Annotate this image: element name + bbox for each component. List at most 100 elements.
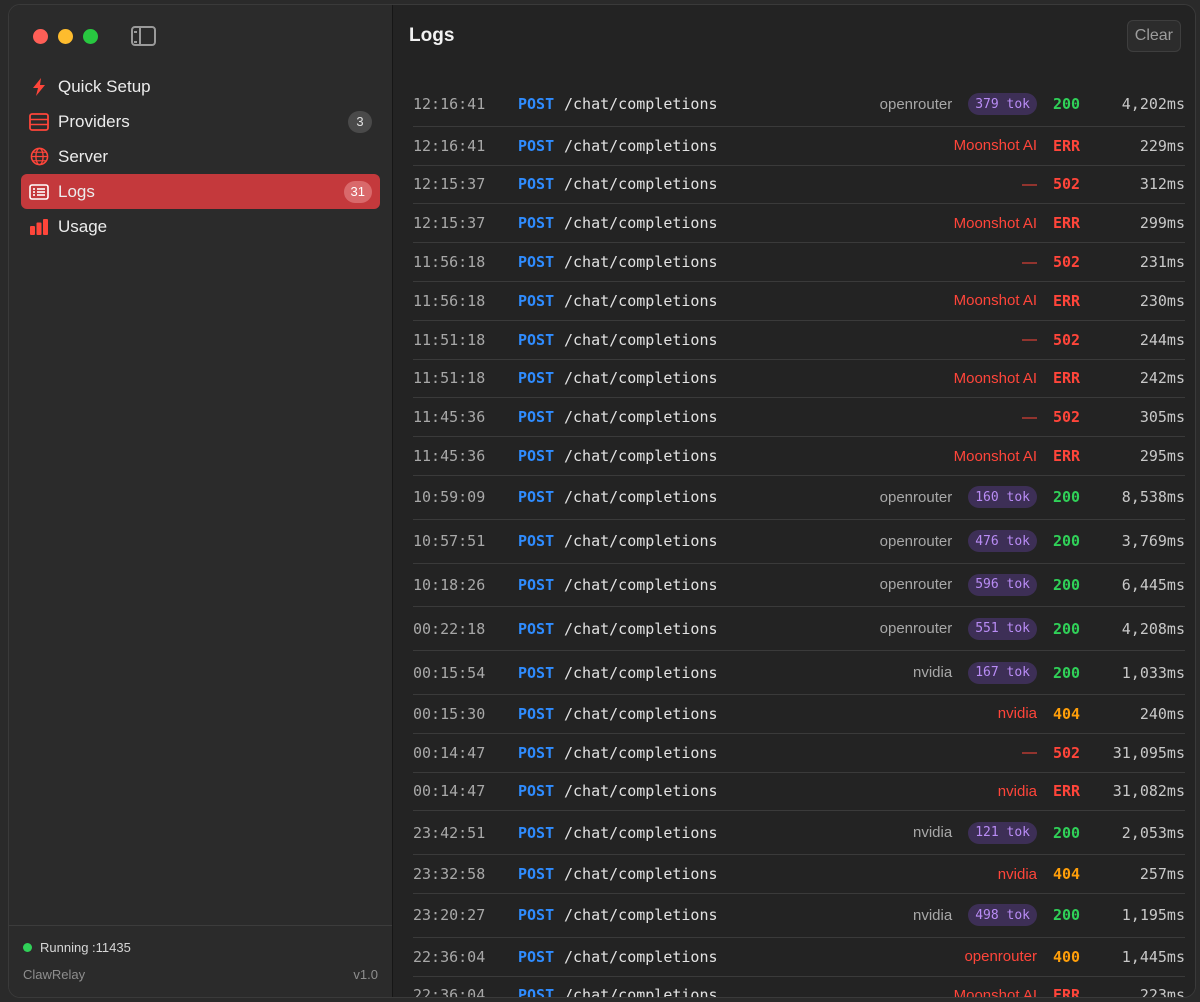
log-path: /chat/completions [564,95,718,114]
log-method: POST [518,782,555,801]
log-duration: 31,095ms [1112,743,1185,762]
log-time: 12:16:41 [413,136,486,155]
token-badge: 160 tok [968,486,1037,509]
log-list[interactable]: 12:16:41 POST/chat/completions openrouter 3… [413,83,1185,998]
log-method: POST [518,175,555,194]
log-status: 502 [1053,175,1081,194]
log-provider: Moonshot AI [953,447,1037,465]
log-status: ERR [1053,214,1081,233]
log-status: 200 [1053,488,1081,507]
log-row[interactable]: 11:56:18 POST/chat/completions — 502 231ms [413,243,1185,282]
log-time: 00:15:54 [413,663,486,682]
log-row[interactable]: 11:51:18 POST/chat/completions — 502 244ms [413,321,1185,360]
log-status: 502 [1053,408,1081,427]
log-provider: — [1022,744,1037,762]
log-path: /chat/completions [564,447,718,466]
log-row[interactable]: 10:57:51 POST/chat/completions openrouter 4… [413,520,1185,564]
log-provider: — [1022,331,1037,349]
log-provider: nvidia [997,782,1037,800]
log-row[interactable]: 00:14:47 POST/chat/completions — 502 31,095m… [413,734,1185,773]
sidebar-toggle-icon[interactable] [131,26,156,46]
log-path: /chat/completions [564,704,718,723]
log-status: 502 [1053,330,1081,349]
log-time: 11:45:36 [413,447,486,466]
log-duration: 305ms [1139,408,1185,427]
log-row[interactable]: 23:32:58 POST/chat/completions nvidia 404 25… [413,855,1185,894]
log-provider: openrouter [879,95,953,113]
log-row[interactable]: 22:36:04 POST/chat/completions Moonshot AI… [413,977,1185,998]
log-status: 404 [1053,704,1081,723]
log-status: 400 [1053,947,1081,966]
log-time: 00:22:18 [413,619,486,638]
server-stack-icon [29,112,49,132]
log-duration: 229ms [1139,136,1185,155]
log-path: /chat/completions [564,408,718,427]
providers-count-badge: 3 [348,110,372,133]
log-time: 12:15:37 [413,214,486,233]
sidebar-item-usage[interactable]: Usage [21,209,380,244]
log-row[interactable]: 22:36:04 POST/chat/completions openrouter 4… [413,938,1185,977]
log-row[interactable]: 12:16:41 POST/chat/completions Moonshot AI… [413,127,1185,166]
log-provider: nvidia [997,705,1037,723]
close-window-button[interactable] [33,29,48,44]
log-row[interactable]: 23:42:51 POST/chat/completions nvidia 121 t… [413,811,1185,856]
minimize-window-button[interactable] [58,29,73,44]
log-row[interactable]: 00:14:47 POST/chat/completions nvidia ERR 31… [413,773,1185,812]
log-time: 23:42:51 [413,823,486,842]
log-time: 00:14:47 [413,743,486,762]
log-method: POST [518,575,555,594]
log-row[interactable]: 10:18:26 POST/chat/completions openrouter 5… [413,564,1185,608]
log-row[interactable]: 12:15:37 POST/chat/completions — 502 312ms [413,166,1185,205]
log-status: 200 [1053,663,1081,682]
log-provider: openrouter [879,620,953,638]
log-row[interactable]: 23:20:27 POST/chat/completions nvidia 498 t… [413,894,1185,938]
sidebar-item-label: Usage [58,216,108,236]
log-time: 12:15:37 [413,175,486,194]
app-name: ClawRelay [23,967,86,982]
log-method: POST [518,488,555,507]
log-provider: Moonshot AI [953,292,1037,310]
log-duration: 257ms [1139,865,1185,884]
log-method: POST [518,704,555,723]
log-status: ERR [1053,986,1081,998]
sidebar-item-server[interactable]: Server [21,139,380,174]
log-row[interactable]: 11:56:18 POST/chat/completions Moonshot AI… [413,282,1185,321]
log-row[interactable]: 11:45:36 POST/chat/completions — 502 305ms [413,398,1185,438]
status-text: Running :11435 [40,940,131,955]
log-duration: 312ms [1139,175,1185,194]
log-row[interactable]: 11:45:36 POST/chat/completions Moonshot AI… [413,437,1185,476]
log-time: 11:51:18 [413,369,486,388]
log-provider: openrouter [879,488,953,506]
log-row[interactable]: 00:22:18 POST/chat/completions openrouter 5… [413,607,1185,652]
list-icon [29,182,49,202]
log-row[interactable]: 12:15:37 POST/chat/completions Moonshot AI… [413,204,1185,244]
zoom-window-button[interactable] [83,29,98,44]
sidebar-item-quick-setup[interactable]: Quick Setup [21,69,380,104]
log-row[interactable]: 00:15:54 POST/chat/completions nvidia 167 t… [413,651,1185,695]
header: Logs Clear [393,5,1195,67]
log-method: POST [518,136,555,155]
logs-count-badge: 31 [343,180,372,203]
log-row[interactable]: 10:59:09 POST/chat/completions openrouter 1… [413,476,1185,520]
log-time: 11:56:18 [413,291,486,310]
log-method: POST [518,823,555,842]
log-row[interactable]: 00:15:30 POST/chat/completions nvidia 404 24… [413,695,1185,734]
log-time: 22:36:04 [413,986,486,998]
log-time: 00:15:30 [413,704,486,723]
sidebar-item-providers[interactable]: Providers 3 [21,104,380,139]
log-method: POST [518,663,555,682]
log-status: ERR [1053,447,1081,466]
window-controls [33,29,98,44]
log-provider: Moonshot AI [953,369,1037,387]
log-time: 11:56:18 [413,253,486,272]
log-path: /chat/completions [564,906,718,925]
log-duration: 2,053ms [1121,823,1185,842]
log-row[interactable]: 12:16:41 POST/chat/completions openrouter 3… [413,83,1185,127]
clear-button[interactable]: Clear [1126,20,1181,52]
log-row[interactable]: 11:51:18 POST/chat/completions Moonshot AI… [413,360,1185,399]
log-status: 200 [1053,95,1081,114]
token-badge: 498 tok [968,904,1037,927]
sidebar: Quick Setup Providers 3 Server Logs [9,5,393,997]
sidebar-item-logs[interactable]: Logs 31 [21,174,380,209]
log-time: 12:16:41 [413,95,486,114]
